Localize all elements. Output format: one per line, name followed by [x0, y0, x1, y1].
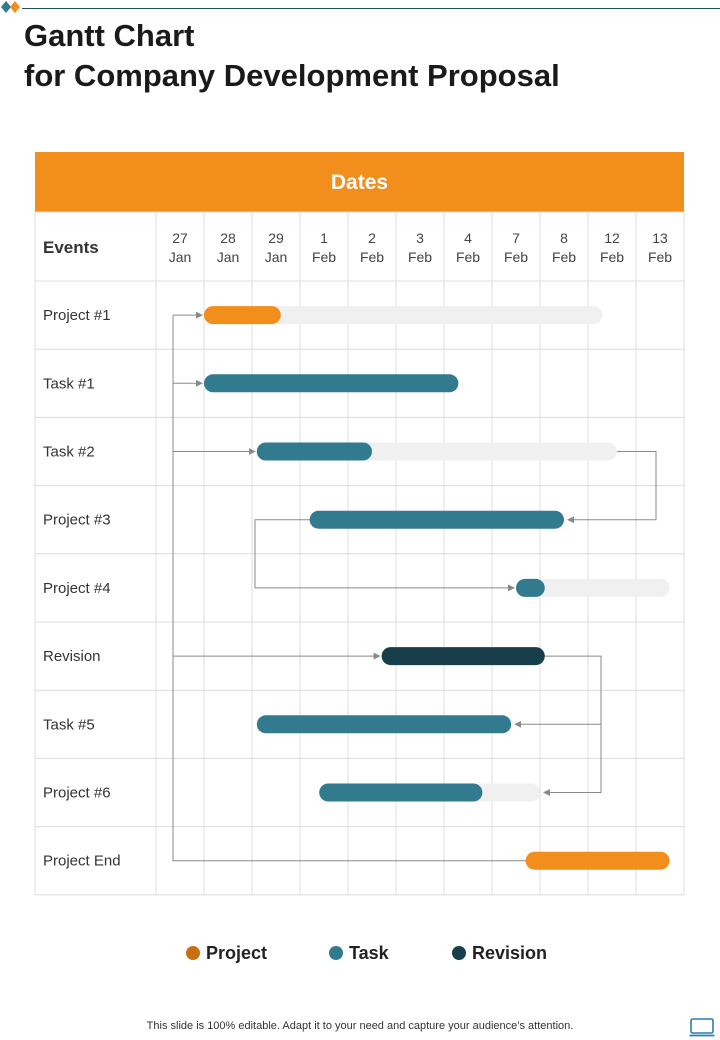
- date-month-label: Feb: [504, 249, 528, 265]
- date-month-label: Feb: [456, 249, 480, 265]
- title-line-2: for Company Development Proposal: [24, 58, 560, 93]
- date-day-label: 13: [652, 230, 668, 246]
- legend-item-project: Project: [186, 938, 267, 968]
- footer-note: This slide is 100% editable. Adapt it to…: [146, 1020, 574, 1032]
- date-month-label: Feb: [360, 249, 384, 265]
- date-day-label: 1: [320, 230, 328, 246]
- row-label: Revision: [43, 648, 101, 665]
- date-month-label: Feb: [312, 249, 336, 265]
- diamond-logo-icon: [1, 1, 20, 13]
- row-label: Task #5: [43, 716, 95, 733]
- date-month-label: Jan: [217, 249, 240, 265]
- bar-project: [204, 306, 281, 325]
- date-month-label: Feb: [600, 249, 624, 265]
- date-day-label: 27: [172, 230, 188, 246]
- bar-task: [256, 715, 512, 734]
- connector-arrow: [567, 451, 657, 524]
- page-title: Gantt Chart for Company Development Prop…: [24, 16, 560, 96]
- date-month-label: Feb: [552, 249, 576, 265]
- legend-dot-revision: [452, 946, 466, 960]
- date-day-label: 12: [604, 230, 620, 246]
- date-day-label: 28: [220, 230, 236, 246]
- bar-task: [319, 783, 483, 802]
- row-label: Task #2: [43, 444, 95, 461]
- bar-track: [516, 578, 670, 597]
- events-column-label: Events: [43, 238, 99, 257]
- legend-item-revision: Revision: [452, 938, 547, 968]
- row-label: Project #3: [43, 512, 111, 529]
- date-day-label: 8: [560, 230, 568, 246]
- dates-header-label: Dates: [331, 171, 388, 194]
- date-month-label: Feb: [408, 249, 432, 265]
- date-month-label: Jan: [265, 249, 288, 265]
- connector-arrow: [254, 519, 515, 592]
- date-month-label: Jan: [169, 249, 192, 265]
- row-label: Project #6: [43, 785, 111, 802]
- legend-dot-project: [186, 946, 200, 960]
- date-day-label: 4: [464, 230, 472, 246]
- date-day-label: 3: [416, 230, 424, 246]
- top-rule: [22, 8, 720, 9]
- bars: [204, 306, 670, 870]
- title-line-1: Gantt Chart: [24, 18, 195, 53]
- bar-task: [256, 442, 372, 461]
- legend-label-revision: Revision: [472, 942, 548, 963]
- legend: Project Task Revision: [0, 938, 720, 968]
- bar-task: [204, 374, 459, 393]
- labels: Dates Events 27 Jan 28 Jan 29 Jan 1 Feb 2 Feb 3 Feb 4 F…: [43, 171, 672, 870]
- dates-header-band: [35, 152, 684, 212]
- legend-label-project: Project: [206, 942, 268, 963]
- date-day-label: 7: [512, 230, 520, 246]
- date-day-label: 2: [368, 230, 376, 246]
- row-label: Project End: [43, 853, 121, 870]
- legend-label-task: Task: [349, 942, 389, 963]
- legend-dot-task: [329, 946, 343, 960]
- date-month-label: Feb: [648, 249, 672, 265]
- date-day-label: 29: [268, 230, 284, 246]
- grid: [34, 152, 685, 896]
- bar-task: [309, 510, 564, 529]
- connectors: [172, 311, 657, 862]
- bar-project: [525, 851, 670, 870]
- monitor-icon: [689, 1018, 715, 1037]
- legend-item-task: Task: [329, 938, 389, 968]
- bar-task: [516, 578, 545, 597]
- row-label: Task #1: [43, 375, 95, 392]
- row-label: Project #1: [43, 307, 111, 324]
- bar-track: [204, 306, 603, 325]
- row-label: Project #4: [43, 580, 111, 597]
- bar-revision: [381, 647, 545, 666]
- connector-spine: [172, 315, 526, 862]
